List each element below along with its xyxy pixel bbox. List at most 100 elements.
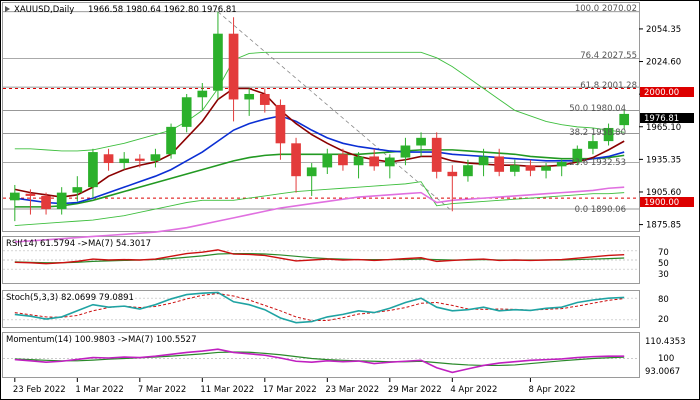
candle-body (134, 158, 145, 161)
band-lower (14, 181, 625, 226)
fib-label-0: 0.0 1890.06 (575, 205, 626, 215)
level-label-2000: 2000.00 (644, 88, 679, 98)
momentum-tick-bottom: 93.0067 (645, 367, 680, 377)
candle-body (103, 154, 114, 164)
candle-body (369, 156, 380, 167)
candle-body (244, 93, 255, 100)
candle-body (181, 97, 192, 127)
date-tick-label: 4 Apr 2022 (450, 385, 497, 395)
candle-body (447, 171, 458, 177)
date-tick-label: 23 Feb 2022 (13, 385, 66, 395)
level-label-1900: 1900.00 (644, 198, 679, 208)
level-badge-1900 (640, 197, 694, 207)
price-tick-label: 1875.85 (646, 221, 681, 231)
date-tick-label: 1 Mar 2022 (75, 385, 123, 395)
fib-label-62: 61.8 2001.28 (580, 81, 637, 91)
candle-body (259, 93, 270, 105)
stoch-tick-80: 80 (658, 295, 669, 305)
candle-body (494, 156, 505, 172)
rsi-tick-50: 50 (658, 259, 669, 269)
candle-body (556, 161, 567, 167)
date-tick-label: 17 Mar 2022 (263, 385, 317, 395)
moving-averages (14, 51, 625, 243)
momentum-tick-100: 100 (658, 354, 674, 364)
momentum-ma-line (14, 351, 625, 367)
candle-body (338, 154, 348, 166)
candle-body (56, 192, 67, 210)
collapse-arrow-icon[interactable] (5, 6, 10, 12)
candle-body (525, 165, 536, 171)
candle-body (150, 154, 161, 161)
date-tick-label: 7 Mar 2022 (138, 385, 186, 395)
ma-mid (14, 115, 625, 205)
candle-body (478, 156, 489, 166)
candle-body (213, 33, 223, 91)
candle-body (509, 165, 520, 172)
fib-label-100: 100.0 2070.02 (575, 4, 637, 14)
level-badge-2000 (640, 87, 694, 97)
rsi-tick-30: 30 (658, 270, 669, 280)
candle-body (119, 158, 130, 164)
date-axis: 23 Feb 2022 1 Mar 2022 7 Mar 2022 11 Mar 20… (13, 378, 576, 395)
date-tick-label: 11 Mar 2022 (200, 385, 254, 395)
candle-body (353, 156, 364, 166)
price-tick-label: 1965.10 (646, 123, 681, 133)
rsi-line (14, 249, 625, 265)
candlesticks (9, 11, 630, 222)
ma-fast (14, 87, 625, 198)
candle-body (431, 137, 442, 172)
chart-ohlc: 1966.58 1980.64 1962.80 1976.81 (88, 5, 237, 15)
candle-body (166, 126, 176, 155)
fib-label-50: 50.0 1980.04 (569, 104, 626, 114)
candle-body (603, 127, 614, 142)
candle-body (291, 143, 301, 177)
current-price-label: 1976.81 (644, 114, 679, 124)
candle-body (9, 192, 20, 201)
stoch-panel-frame (2, 290, 640, 328)
rsi-title: RSI(14) 61.5794 ->MA(7) 54.3017 (6, 239, 151, 249)
date-tick-label: 23 Mar 2022 (325, 385, 379, 395)
candle-body (41, 195, 51, 210)
stoch-tick-20: 20 (658, 315, 669, 325)
price-tick-label: 2024.60 (646, 58, 681, 68)
candle-body (619, 113, 630, 126)
candle-body (306, 167, 317, 177)
trendline (217, 11, 453, 212)
momentum-tick-top: 110.4353 (645, 337, 686, 347)
candle-body (197, 90, 208, 98)
date-tick-label: 29 Mar 2022 (388, 385, 442, 395)
candle-body (400, 145, 411, 158)
ma-slow (14, 149, 625, 208)
candle-body (72, 187, 83, 193)
ma-long (14, 186, 625, 243)
stoch-main-line (14, 291, 625, 324)
chart-symbol: XAUUSD,Daily (14, 5, 74, 15)
candle-body (416, 137, 426, 146)
rsi-tick-70: 70 (658, 248, 669, 258)
candle-body (463, 165, 473, 177)
momentum-title: Momentum(14) 100.9803 ->MA(7) 100.5527 (6, 335, 196, 345)
fib-label-76: 76.4 2027.55 (580, 51, 637, 61)
momentum-panel-frame (2, 332, 640, 378)
fib-label-38: 38.2 1958.80 (569, 128, 626, 138)
candle-body (228, 33, 239, 100)
candle-body (384, 157, 395, 167)
date-tick-label: 8 Apr 2022 (528, 385, 575, 395)
band-upper (14, 51, 625, 152)
candle-body (88, 152, 98, 188)
candle-body (572, 148, 583, 162)
sub-indicators (3, 249, 639, 374)
price-tick-label: 1905.60 (646, 188, 681, 198)
momentum-line (14, 348, 625, 374)
candle-body (322, 154, 333, 168)
candle-body (588, 141, 598, 149)
fib-label-24: 23.6 1932.53 (569, 158, 626, 168)
candle-body (275, 104, 286, 144)
candle-body (25, 193, 36, 196)
current-price-badge (640, 113, 694, 123)
price-tick-label: 2054.35 (646, 25, 681, 35)
candle-body (541, 166, 551, 171)
price-tick-label: 1935.35 (646, 155, 681, 165)
stoch-title: Stoch(5,3,3) 82.0699 79.0891 (6, 293, 134, 303)
